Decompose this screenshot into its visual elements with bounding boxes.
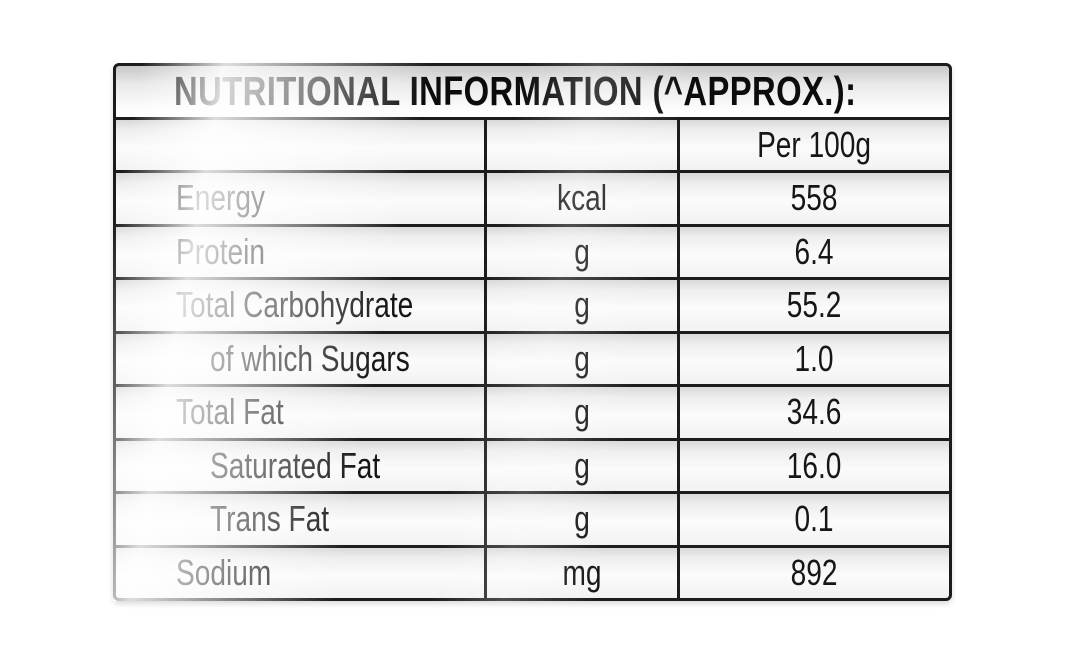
nutrient-value-cell: 892 — [679, 547, 949, 598]
nutrient-name-cell: Trans Fat — [116, 494, 484, 545]
nutrient-unit: g — [573, 337, 590, 379]
nutrient-name: Protein — [176, 230, 265, 272]
nutrient-name: Energy — [176, 177, 265, 219]
nutrient-name: Trans Fat — [210, 498, 330, 540]
nutrient-name: of which Sugars — [210, 337, 410, 379]
nutrient-name-cell: Energy — [116, 173, 484, 224]
nutrient-value: 892 — [791, 551, 838, 593]
nutrient-name-cell: of which Sugars — [116, 333, 484, 384]
nutrient-unit-cell: mg — [486, 547, 677, 598]
empty-nutrient-header-cell — [116, 119, 484, 170]
nutrient-name: Total Carbohydrate — [176, 284, 414, 326]
nutrient-name-cell: Protein — [116, 226, 484, 277]
nutrient-name: Total Fat — [176, 391, 284, 433]
nutrient-value: 55.2 — [787, 284, 842, 326]
nutrient-unit-cell: g — [486, 440, 677, 491]
amount-header-cell: Per 100g — [679, 119, 949, 170]
nutrient-unit-cell: g — [486, 333, 677, 384]
nutrient-value-cell: 0.1 — [679, 494, 949, 545]
nutrient-value: 558 — [791, 177, 838, 219]
nutrient-value-cell: 16.0 — [679, 440, 949, 491]
nutrient-value: 1.0 — [794, 337, 834, 379]
nutrient-unit-cell: g — [486, 387, 677, 438]
nutrient-value-cell: 558 — [679, 173, 949, 224]
nutrient-unit-cell: g — [486, 494, 677, 545]
nutrient-unit: g — [573, 284, 590, 326]
nutrient-value: 16.0 — [787, 444, 842, 486]
nutrient-name: Saturated Fat — [210, 444, 381, 486]
nutrient-name: Sodium — [176, 551, 272, 593]
table-title: NUTRITIONAL INFORMATION (^APPROX.): — [174, 67, 857, 114]
nutrient-unit: mg — [562, 551, 602, 593]
nutrient-value-cell: 34.6 — [679, 387, 949, 438]
nutrient-name-cell: Total Fat — [116, 387, 484, 438]
nutrient-value-cell: 6.4 — [679, 226, 949, 277]
nutrient-unit-cell: kcal — [486, 173, 677, 224]
nutrient-unit: kcal — [556, 177, 607, 219]
nutrient-unit: g — [573, 498, 590, 540]
nutrient-name-cell: Sodium — [116, 547, 484, 598]
nutrient-value: 0.1 — [794, 498, 834, 540]
nutrient-value-cell: 55.2 — [679, 280, 949, 331]
nutrient-value-cell: 1.0 — [679, 333, 949, 384]
nutrient-unit-cell: g — [486, 226, 677, 277]
nutrient-value: 34.6 — [787, 391, 842, 433]
nutrient-unit: g — [573, 230, 590, 272]
nutrition-table: NUTRITIONAL INFORMATION (^APPROX.): Per … — [113, 63, 952, 601]
nutrient-value: 6.4 — [794, 230, 834, 272]
amount-header-label: Per 100g — [757, 123, 872, 165]
table-title-cell: NUTRITIONAL INFORMATION (^APPROX.): — [116, 66, 949, 117]
nutrient-unit: g — [573, 444, 590, 486]
nutrient-name-cell: Saturated Fat — [116, 440, 484, 491]
nutrient-unit: g — [573, 391, 590, 433]
empty-unit-header-cell — [486, 119, 677, 170]
nutrient-unit-cell: g — [486, 280, 677, 331]
nutrient-name-cell: Total Carbohydrate — [116, 280, 484, 331]
